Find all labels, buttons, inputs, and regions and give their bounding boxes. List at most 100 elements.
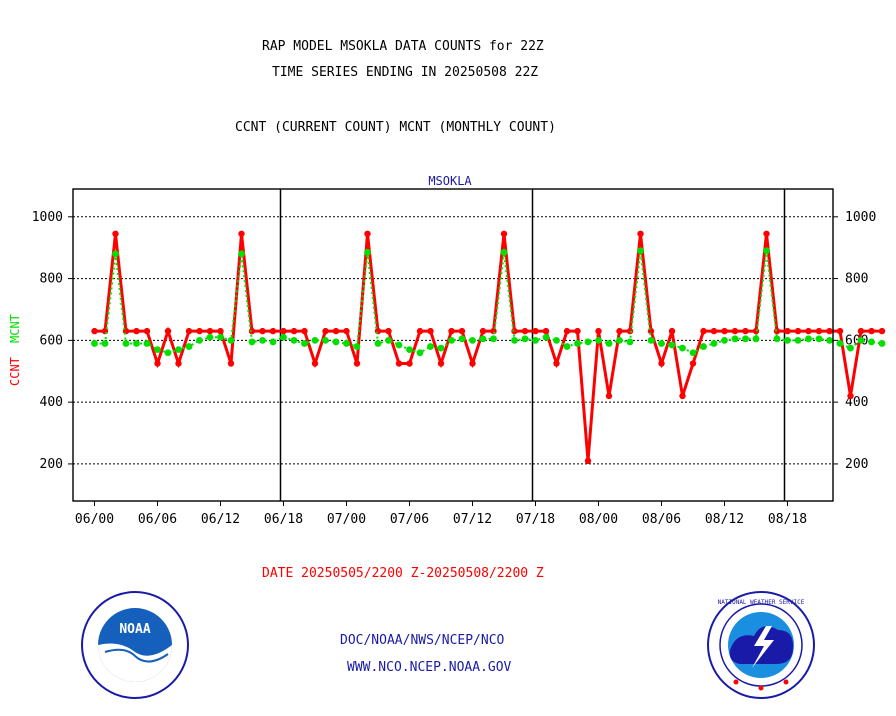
- mcnt-point: [101, 340, 109, 347]
- ccnt-point: [185, 327, 193, 335]
- ccnt-point: [605, 392, 613, 400]
- ccnt-point: [658, 360, 665, 367]
- ccnt-point: [553, 360, 560, 367]
- mcnt-point: [248, 338, 256, 346]
- mcnt-point: [458, 335, 466, 343]
- mcnt-point: [395, 341, 403, 349]
- ccnt-point: [574, 327, 581, 335]
- mcnt-point: [469, 336, 476, 344]
- mcnt-point: [322, 336, 329, 344]
- chart-subtitle: CCNT (CURRENT COUNT) MCNT (MONTHLY COUNT…: [235, 120, 556, 135]
- ccnt-point: [794, 327, 802, 335]
- ccnt-point: [479, 327, 487, 335]
- mcnt-point: [500, 248, 508, 256]
- ccnt-point: [721, 327, 728, 335]
- series-mcnt-line: [94, 250, 883, 354]
- mcnt-point: [826, 336, 833, 344]
- x-tick-label: 08/06: [642, 512, 681, 527]
- ccnt-point: [301, 327, 308, 335]
- ccnt-point: [154, 360, 161, 367]
- x-tick-label: 08/12: [705, 512, 744, 527]
- ccnt-point: [668, 327, 676, 335]
- ccnt-point: [406, 360, 413, 367]
- y-axis-label-mcnt: MCNT: [8, 314, 22, 343]
- x-tick-label: 07/12: [453, 512, 492, 527]
- x-tick-label: 07/00: [327, 512, 366, 527]
- ccnt-point: [752, 327, 760, 335]
- mcnt-point: [616, 336, 623, 344]
- mcnt-point: [448, 336, 455, 344]
- plot-area-border: [72, 188, 834, 502]
- mcnt-point: [406, 346, 413, 354]
- mcnt-point: [91, 340, 98, 347]
- ccnt-point: [532, 327, 539, 335]
- ccnt-point: [826, 327, 833, 335]
- mcnt-point: [731, 335, 739, 343]
- mcnt-point: [658, 340, 665, 347]
- ccnt-point: [416, 327, 424, 335]
- ccnt-point: [847, 392, 854, 400]
- ccnt-point: [511, 327, 518, 335]
- ccnt-point: [437, 360, 445, 367]
- ccnt-point: [322, 327, 329, 335]
- mcnt-point: [647, 336, 655, 344]
- y-tick-label-left: 800: [40, 272, 63, 287]
- ccnt-point: [836, 327, 844, 335]
- ccnt-point: [238, 230, 245, 237]
- ccnt-point: [584, 457, 592, 465]
- ccnt-point: [689, 360, 697, 367]
- x-tick-label: 06/00: [75, 512, 114, 527]
- ccnt-point: [700, 327, 707, 335]
- mcnt-point: [878, 340, 886, 347]
- mcnt-point: [637, 247, 644, 255]
- mcnt-point: [857, 336, 865, 344]
- mcnt-point: [721, 336, 728, 344]
- y-tick-label-right: 200: [845, 457, 868, 472]
- y-tick-label-right: 1000: [845, 210, 876, 225]
- mcnt-point: [206, 333, 214, 341]
- mcnt-point: [763, 247, 770, 255]
- mcnt-point: [595, 336, 602, 344]
- x-tick-label: 06/06: [138, 512, 177, 527]
- nws-logo: NATIONAL WEATHER SERVICE: [707, 591, 815, 699]
- mcnt-point: [185, 343, 193, 350]
- ccnt-point: [679, 392, 686, 400]
- mcnt-point: [542, 333, 550, 341]
- ccnt-point: [458, 327, 466, 335]
- mcnt-point: [416, 349, 424, 357]
- ccnt-point: [742, 327, 749, 335]
- station-label: MSOKLA: [428, 174, 472, 188]
- mcnt-point: [784, 336, 791, 344]
- footer-line2: WWW.NCO.NCEP.NOAA.GOV: [347, 660, 512, 675]
- y-tick-label-left: 400: [40, 395, 63, 410]
- ccnt-point: [427, 327, 434, 335]
- x-tick-label: 06/12: [201, 512, 240, 527]
- ccnt-point: [857, 327, 865, 335]
- mcnt-point: [563, 343, 571, 350]
- y-tick-label-left: 1000: [32, 210, 63, 225]
- x-tick-label: 07/18: [516, 512, 555, 527]
- mcnt-point: [238, 250, 245, 258]
- ccnt-point: [805, 327, 812, 335]
- ccnt-point: [784, 327, 791, 335]
- ccnt-point: [731, 327, 739, 335]
- mcnt-point: [668, 341, 676, 349]
- mcnt-point: [553, 336, 560, 344]
- series-ccnt-line: [94, 233, 882, 461]
- mcnt-point: [122, 340, 130, 347]
- mcnt-point: [143, 340, 151, 347]
- mcnt-point: [847, 344, 854, 352]
- ccnt-point: [269, 327, 277, 335]
- ccnt-point: [763, 230, 770, 237]
- mcnt-point: [353, 343, 361, 350]
- mcnt-point: [679, 344, 686, 352]
- ccnt-point: [385, 327, 392, 335]
- mcnt-point: [584, 338, 592, 346]
- ccnt-point: [353, 360, 361, 367]
- mcnt-point: [269, 338, 277, 346]
- ccnt-point: [248, 327, 256, 335]
- mcnt-point: [290, 336, 298, 344]
- y-axis-label-ccnt: CCNT: [8, 357, 22, 386]
